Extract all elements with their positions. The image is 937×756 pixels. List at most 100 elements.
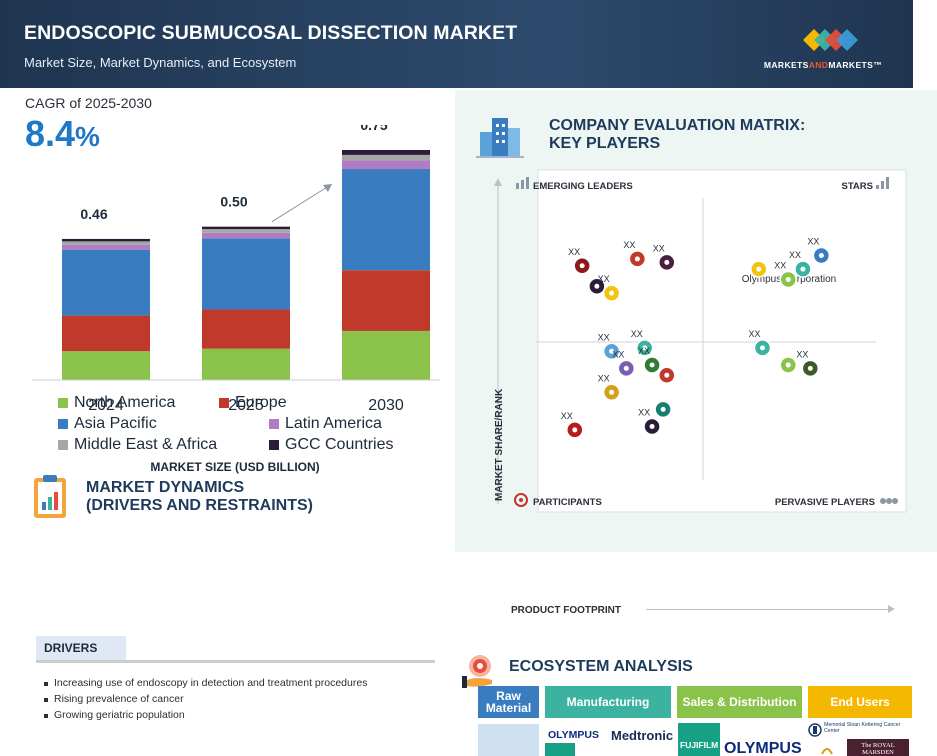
bar-segment [62,241,150,245]
bar-segment [342,330,430,380]
company-point-center [609,389,615,395]
bar-segment [202,238,290,310]
legend-swatch [219,398,229,408]
company-point-center [664,372,670,378]
drivers-divider [36,660,435,663]
buildings-icon [476,118,524,158]
ecosystem-hand-icon [462,655,492,688]
company-point-label: XX [807,237,819,247]
royal-marsden-logo: The ROYAL MARSDEN [847,739,909,756]
olympus-logo: OLYMPUS [548,729,599,741]
bar-segment [342,150,430,155]
eco-column-end-users[interactable]: End Users [808,686,912,718]
manufacturer-logo-box [545,743,575,756]
bar-segment [202,229,290,233]
drivers-tab[interactable]: DRIVERS [36,636,126,660]
legend-item: Europe [219,394,287,412]
bar-segment [62,351,150,380]
x-axis-arrow [646,609,892,610]
bar-total-label: 0.75 [360,125,387,133]
company-point-center [609,348,615,354]
legend-item: North America [58,394,175,412]
growth-arrow [271,183,333,223]
company-point-center [642,345,648,351]
x-axis-label: PRODUCT FOOTPRINT [511,605,621,616]
bar-segment [202,226,290,230]
x-tick-label: 2025 [228,397,264,414]
bar-total-label: 0.50 [220,194,247,210]
company-point-label: XX [631,329,643,339]
bar-segment [342,154,430,161]
bar-segment [62,244,150,250]
driver-item: Increasing use of endoscopy in detection… [44,677,367,693]
company-point-center [634,256,640,262]
bar-segment [202,309,290,349]
bar-segment [62,238,150,242]
eco-raw-material-box [478,724,539,756]
x-tick-label: 2024 [88,397,124,414]
cagr-value: 8.4% [25,113,100,154]
company-point-center [807,365,813,371]
brand-logo[interactable]: MARKETSANDMARKETS™ [748,20,898,74]
company-point-center [623,365,629,371]
legend-swatch [58,440,68,450]
matrix-title: COMPANY EVALUATION MATRIX: KEY PLAYERS [549,117,806,152]
company-point-label: XX [598,332,610,342]
bar-total-label: 0.46 [80,206,107,222]
ecosystem-title: ECOSYSTEM ANALYSIS [509,658,693,675]
eco-column-manufacturing[interactable]: Manufacturing [545,686,671,718]
company-point-label: XX [561,411,573,421]
end-user-logo-icon [821,748,833,755]
legend-item: Middle East & Africa [58,436,217,454]
company-point-label: XX [568,247,580,257]
bar-segment [342,160,430,170]
company-point-center [756,266,762,272]
company-point-center [594,283,600,289]
company-point-label: XX [789,250,801,260]
fujifilm-logo-box: FUJIFILM [678,723,720,756]
company-point-center [818,253,824,258]
olympus-large-logo: OLYMPUS [724,740,802,756]
company-point-label: XX [598,373,610,383]
participants-icon [514,493,528,507]
company-point-center [785,362,791,368]
legend-swatch [58,419,68,429]
cagr-label: CAGR of 2025-2030 [25,95,152,111]
company-point-label: XX [774,260,786,270]
company-evaluation-matrix: MARKET SHARE/RANK EMERGING LEADERS STARS… [494,169,907,513]
bar-segment [202,232,290,239]
quadrant-label-participants: PARTICIPANTS [533,497,602,508]
company-point-label: XX [638,346,650,356]
company-point-center [572,427,578,433]
x-tick-label: 2030 [368,397,404,414]
stars-icon [876,177,889,189]
quadrant-label-pervasive-players: PERVASIVE PLAYERS [775,497,875,508]
eco-column-raw-material[interactable]: Raw Material [478,686,539,718]
brand-logo-icon [803,29,858,51]
company-point-label: XX [612,349,624,359]
market-dynamics-title: MARKET DYNAMICS (DRIVERS AND RESTRAINTS) [86,479,313,514]
msk-logo-icon [808,723,822,737]
company-point-center [800,266,806,272]
drivers-list: Increasing use of endoscopy in detection… [44,677,367,725]
company-point-center [579,263,585,269]
bar-segment [202,348,290,380]
msk-logo: Memorial Sloan Kettering Cancer Center [808,722,912,738]
driver-item: Rising prevalence of cancer [44,693,367,709]
page-title: ENDOSCOPIC SUBMUCOSAL DISSECTION MARKET [24,22,518,44]
bar-segment [342,270,430,331]
company-point-center [759,345,765,351]
clipboard-chart-icon [34,475,66,518]
company-point-center [660,406,666,412]
quadrant-label-stars: STARS [842,181,874,192]
emerging-leaders-icon [516,177,529,189]
header-banner: ENDOSCOPIC SUBMUCOSAL DISSECTION MARKET … [0,0,913,88]
company-point-label: XX [748,329,760,339]
bar-segment [62,249,150,316]
company-point-label: XX [653,243,665,253]
legend-item: GCC Countries [269,436,393,454]
growth-arrowhead [323,184,332,192]
market-size-chart: 0.46 2024 0.50 2025 0.75 2030 [32,125,440,414]
eco-column-sales-distribution[interactable]: Sales & Distribution [677,686,802,718]
